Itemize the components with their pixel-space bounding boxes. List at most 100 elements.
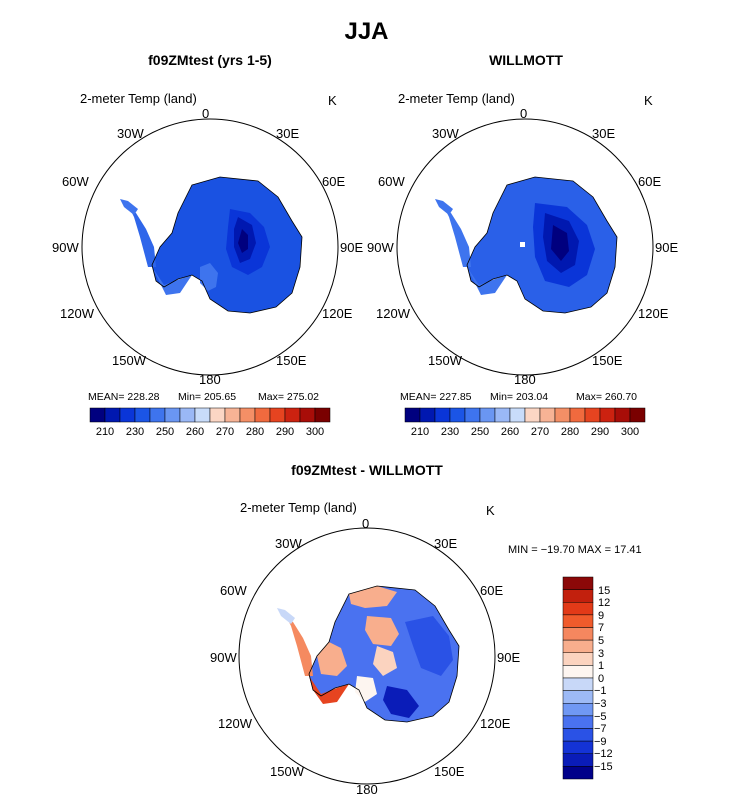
panel-3-cb-label: −3 xyxy=(594,698,607,710)
panel-2-map xyxy=(396,118,654,376)
panel-2-max: Max= 260.70 xyxy=(576,391,638,403)
colorbar-swatch xyxy=(179,407,196,423)
panel-3-cb-label: 5 xyxy=(598,635,605,647)
panel-3-lon-30w: 30W xyxy=(275,536,302,551)
panel-2-lon-90e: 90E xyxy=(655,240,679,255)
panel-3-cb-label: 0 xyxy=(598,673,605,685)
colorbar-swatch xyxy=(239,407,256,423)
panel-3-unit: K xyxy=(486,503,495,518)
panel-2-cb-label: 280 xyxy=(560,426,580,438)
panel-2-lon-0: 0 xyxy=(520,106,528,121)
colorbar-swatch xyxy=(562,753,594,767)
panel-2-cb-label: 290 xyxy=(590,426,610,438)
panel-1-min: Min= 205.65 xyxy=(178,391,237,403)
panel-3-lon-60w: 60W xyxy=(220,583,247,598)
panel-1-lon-0: 0 xyxy=(202,106,210,121)
colorbar-swatch xyxy=(299,407,316,423)
colorbar-swatch xyxy=(599,407,616,423)
colorbar-swatch xyxy=(584,407,601,423)
panel-1-lon-120w: 120W xyxy=(60,306,94,321)
panel-1-title: f09ZMtest (yrs 1-5) xyxy=(148,52,272,68)
panel-3-cb-label: 15 xyxy=(598,585,611,597)
panel-1-antarctica xyxy=(120,176,303,314)
colorbar-swatch xyxy=(269,407,286,423)
colorbar-swatch xyxy=(254,407,271,423)
panel-2-lon-30e: 30E xyxy=(592,126,616,141)
colorbar-swatch xyxy=(569,407,586,423)
panel-1-cb-label: 270 xyxy=(215,426,235,438)
panel-1-field-label: 2-meter Temp (land) xyxy=(80,91,197,106)
panel-1-colorbar xyxy=(89,407,331,423)
panel-1-lon-60e: 60E xyxy=(322,174,346,189)
figure-title: JJA xyxy=(344,18,389,45)
colorbar-swatch xyxy=(149,407,166,423)
panel-2-lon-120w: 120W xyxy=(376,306,410,321)
panel-1-lon-150w: 150W xyxy=(112,353,146,368)
colorbar-swatch xyxy=(562,766,594,780)
panel-2-lon-60e: 60E xyxy=(638,174,662,189)
panel-1-lon-90w: 90W xyxy=(52,240,79,255)
panel-1-lon-150e: 150E xyxy=(276,353,307,368)
panel-1-lon-30e: 30E xyxy=(276,126,300,141)
panel-3-cb-label: 1 xyxy=(598,660,605,672)
colorbar-swatch xyxy=(194,407,211,423)
panel-3-lon-150w: 150W xyxy=(270,764,304,779)
colorbar-swatch xyxy=(449,407,466,423)
colorbar-swatch xyxy=(134,407,151,423)
colorbar-swatch xyxy=(494,407,511,423)
panel-2-lon-90w: 90W xyxy=(367,240,394,255)
panel-1-lon-90e: 90E xyxy=(340,240,364,255)
panel-3-minmax: MIN = −19.70 MAX = 17.41 xyxy=(508,544,642,556)
panel-3-lon-90e: 90E xyxy=(497,650,521,665)
panel-1-lon-180: 180 xyxy=(199,372,221,387)
colorbar-swatch xyxy=(614,407,631,423)
colorbar-swatch xyxy=(562,639,594,653)
panel-2-cb-label: 250 xyxy=(470,426,490,438)
panel-2-lon-180: 180 xyxy=(514,372,536,387)
panel-1-cb-label: 280 xyxy=(245,426,265,438)
panel-1-lon-120e: 120E xyxy=(322,306,353,321)
panel-1-cb-label: 230 xyxy=(125,426,145,438)
panel-3-lon-120w: 120W xyxy=(218,716,252,731)
panel-1-cb-label: 250 xyxy=(155,426,175,438)
panel-1-cb-label: 210 xyxy=(95,426,115,438)
colorbar-swatch xyxy=(524,407,541,423)
panel-2-min: Min= 203.04 xyxy=(490,391,549,403)
panel-1-max: Max= 275.02 xyxy=(258,391,320,403)
panel-2-cb-label: 230 xyxy=(440,426,460,438)
panel-2-antarctica xyxy=(435,176,618,314)
panel-3-title: f09ZMtest - WILLMOTT xyxy=(291,462,443,478)
panel-3-cb-label: −7 xyxy=(594,723,607,735)
colorbar-swatch xyxy=(434,407,451,423)
colorbar-swatch xyxy=(479,407,496,423)
colorbar-swatch xyxy=(314,407,331,423)
panel-3-cb-label: −1 xyxy=(594,685,607,697)
colorbar-swatch xyxy=(562,728,594,742)
colorbar-swatch xyxy=(562,576,594,590)
colorbar-swatch xyxy=(209,407,226,423)
colorbar-swatch xyxy=(224,407,241,423)
panel-2-cb-label: 260 xyxy=(500,426,520,438)
panel-3-cb-label: −12 xyxy=(594,748,613,760)
panel-2-lon-150w: 150W xyxy=(428,353,462,368)
colorbar-swatch xyxy=(562,665,594,679)
colorbar-swatch xyxy=(562,627,594,641)
colorbar-swatch xyxy=(562,690,594,704)
panel-3-cb-label: 3 xyxy=(598,648,605,660)
panel-3-lon-0: 0 xyxy=(362,516,370,531)
colorbar-swatch xyxy=(464,407,481,423)
panel-3-lon-120e: 120E xyxy=(480,716,511,731)
panel-2-lon-150e: 150E xyxy=(592,353,623,368)
panel-3-lon-60e: 60E xyxy=(480,583,504,598)
panel-1-lon-30w: 30W xyxy=(117,126,144,141)
panel-3-cb-label: 12 xyxy=(598,597,611,609)
panel-3-cb-label: 9 xyxy=(598,610,605,622)
panel-2-title: WILLMOTT xyxy=(489,52,563,68)
colorbar-swatch xyxy=(562,652,594,666)
panel-3-field-label: 2-meter Temp (land) xyxy=(240,500,357,515)
panel-3-lon-180: 180 xyxy=(356,782,378,797)
panel-2-lon-60w: 60W xyxy=(378,174,405,189)
colorbar-swatch xyxy=(404,407,421,423)
panel-2-cb-label: 210 xyxy=(410,426,430,438)
panel-2-colorbar xyxy=(404,407,646,423)
